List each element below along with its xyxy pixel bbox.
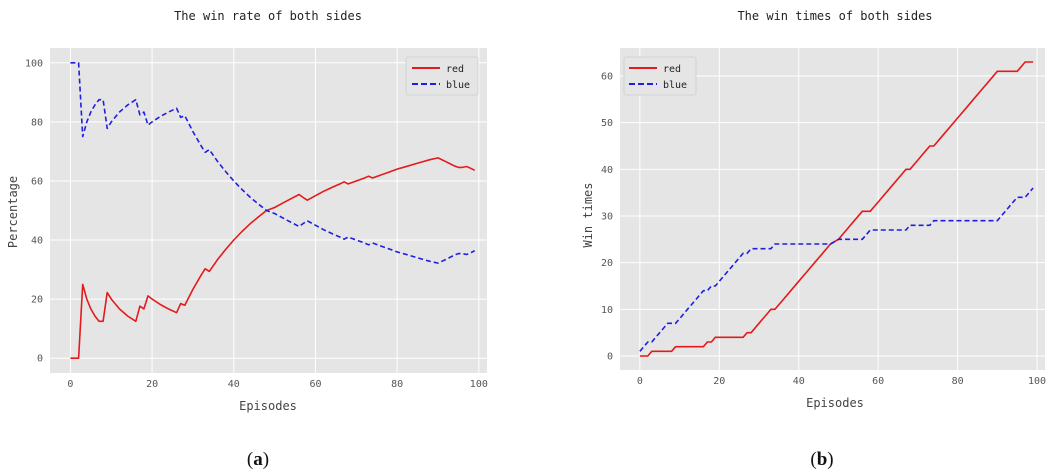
y-tick-label: 50 (601, 118, 613, 129)
y-tick-label: 60 (601, 72, 613, 83)
chart-title: The win rate of both sides (174, 9, 362, 23)
series-line-blue (70, 61, 476, 264)
caption-letter: a (253, 449, 263, 470)
y-tick-label: 100 (25, 58, 43, 69)
tick-labels: 0 20 40 60 80 100 0 20 40 60 80 100 (25, 58, 488, 390)
x-axis-label: Episodes (239, 399, 297, 413)
y-tick-label: 40 (601, 165, 613, 176)
y-tick-label: 20 (601, 258, 613, 269)
y-axis-label: Win times (581, 182, 595, 247)
y-axis-label: Percentage (6, 176, 20, 248)
caption-a: (a) (247, 449, 269, 470)
series-lines (639, 61, 1034, 357)
x-tick-label: 20 (146, 379, 158, 390)
legend-box (405, 56, 479, 96)
grid-lines (620, 48, 1045, 370)
legend: red blue (405, 56, 479, 96)
y-tick-label: 0 (37, 354, 43, 365)
x-tick-label: 0 (67, 379, 73, 390)
x-tick-label: 80 (391, 379, 403, 390)
legend-label-blue: blue (446, 80, 470, 91)
chart-win-rate: The win rate of both sides 0 20 40 60 80 1000… (6, 9, 488, 470)
x-tick-label: 40 (228, 379, 240, 390)
y-tick-label: 30 (601, 212, 613, 223)
y-tick-label: 0 (607, 352, 613, 363)
legend: red blue (623, 56, 697, 96)
legend-label-red: red (446, 64, 464, 75)
grid-lines (50, 48, 487, 373)
x-tick-label: 20 (713, 376, 725, 387)
caption-letter: b (817, 449, 828, 470)
series-line-blue (639, 187, 1034, 352)
chart-win-times: The win times of both sides 0 20 40 60 80 100… (581, 9, 1046, 470)
x-tick-label: 100 (470, 379, 488, 390)
x-tick-label: 40 (793, 376, 805, 387)
x-axis-label: Episodes (806, 396, 864, 410)
x-tick-label: 60 (872, 376, 884, 387)
x-tick-label: 100 (1028, 376, 1046, 387)
chart-title: The win times of both sides (737, 9, 932, 23)
legend-box (623, 56, 697, 96)
tick-labels: 0 20 40 60 80 100 0 10 20 30 40 50 60 (601, 72, 1046, 388)
y-tick-label: 10 (601, 305, 613, 316)
legend-label-red: red (663, 64, 681, 75)
series-line-red (70, 157, 476, 360)
plot-area (620, 48, 1045, 370)
x-tick-label: 60 (309, 379, 321, 390)
caption-b: (b) (810, 449, 833, 470)
series-lines (70, 61, 476, 360)
x-tick-label: 0 (637, 376, 643, 387)
legend-label-blue: blue (663, 80, 687, 91)
x-tick-label: 80 (952, 376, 964, 387)
y-tick-label: 20 (31, 295, 43, 306)
series-line-red (639, 61, 1034, 357)
y-tick-label: 60 (31, 176, 43, 187)
y-tick-label: 80 (31, 117, 43, 128)
y-tick-label: 40 (31, 236, 43, 247)
